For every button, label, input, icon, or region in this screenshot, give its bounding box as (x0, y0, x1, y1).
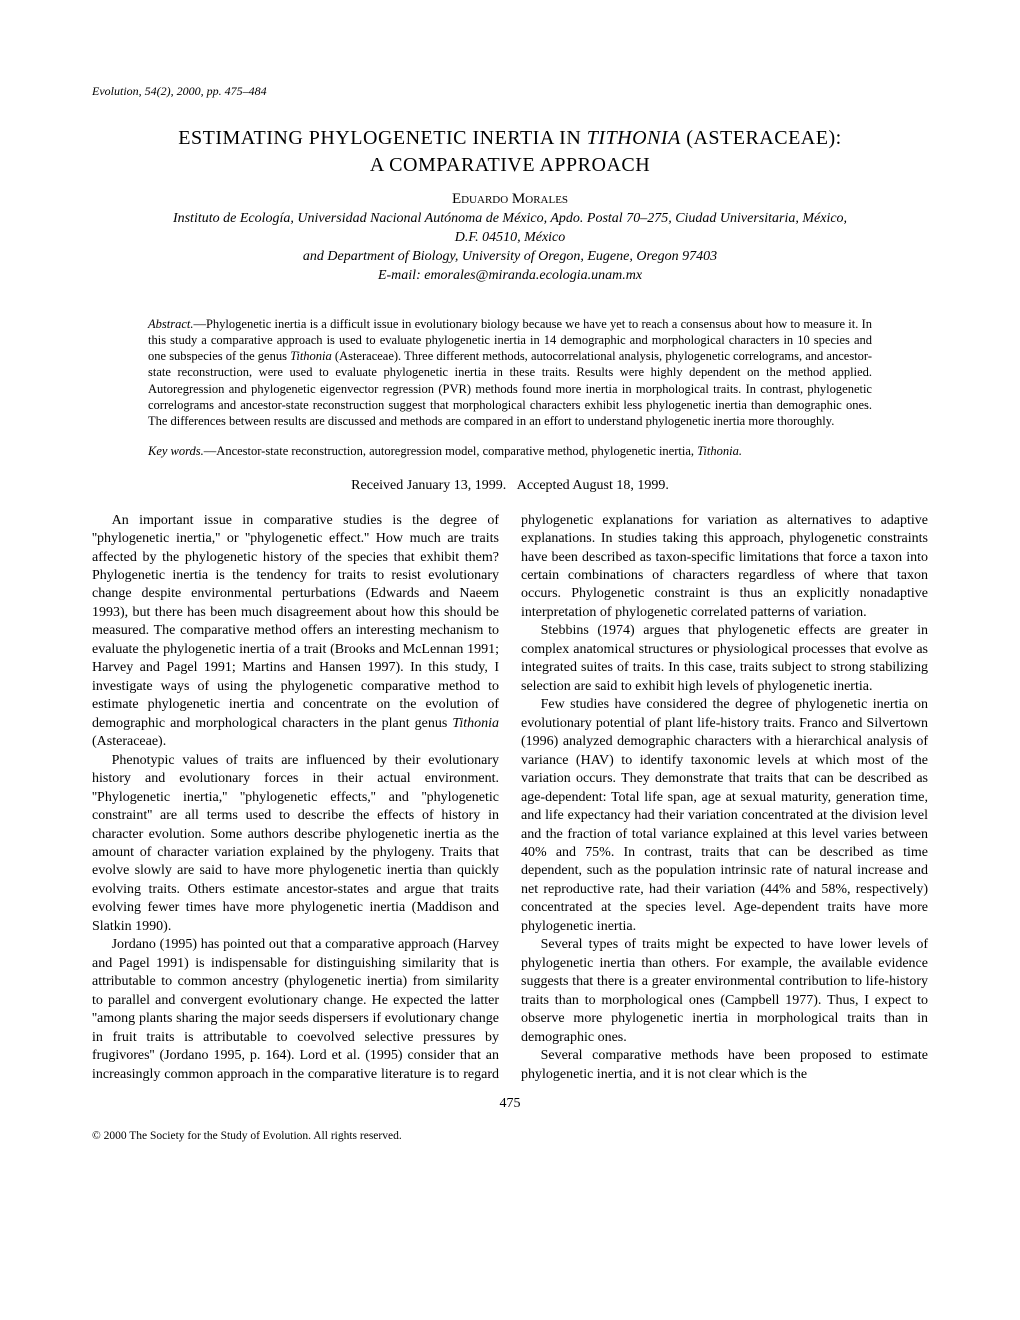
body-paragraph-2: Phenotypic values of traits are influenc… (92, 752, 499, 937)
author-name: Eduardo Morales (92, 191, 928, 208)
date-accepted: Accepted August 18, 1999. (517, 478, 669, 493)
title-pre: ESTIMATING PHYLOGENETIC INERTIA IN (178, 127, 586, 149)
affiliation-line4: E-mail: emorales@miranda.ecologia.unam.m… (378, 268, 642, 283)
affiliation-line2: D.F. 04510, México (455, 230, 566, 245)
article-title-line1: ESTIMATING PHYLOGENETIC INERTIA IN TITHO… (92, 127, 928, 150)
keywords-text: —Ancestor-state reconstruction, autoregr… (204, 444, 697, 458)
article-dates: Received January 13, 1999. Accepted Augu… (92, 478, 928, 494)
keywords-genus: Tithonia. (697, 444, 742, 458)
author-affiliation: Instituto de Ecología, Universidad Nacio… (92, 210, 928, 286)
affiliation-line3: and Department of Biology, University of… (303, 249, 717, 264)
copyright-notice: © 2000 The Society for the Study of Evol… (92, 1130, 928, 1142)
p1-genus: Tithonia (452, 716, 499, 731)
body-paragraph-6: Several types of traits might be expecte… (521, 936, 928, 1047)
keywords-label: Key words. (148, 444, 204, 458)
body-paragraph-4: Stebbins (1974) argues that phylogenetic… (521, 622, 928, 696)
title-genus: TITHONIA (587, 127, 681, 149)
affiliation-line1: Instituto de Ecología, Universidad Nacio… (173, 211, 847, 226)
body-paragraph-5: Few studies have considered the degree o… (521, 696, 928, 936)
date-received: Received January 13, 1999. (351, 478, 506, 493)
p1-pre: An important issue in comparative studie… (92, 513, 499, 731)
body-columns: An important issue in comparative studie… (92, 512, 928, 1085)
body-paragraph-1: An important issue in comparative studie… (92, 512, 499, 752)
body-paragraph-7: Several comparative methods have been pr… (521, 1047, 928, 1084)
abstract-genus: Tithonia (290, 349, 332, 363)
abstract: Abstract.—Phylogenetic inertia is a diff… (148, 316, 872, 430)
page-number: 475 (92, 1096, 928, 1112)
abstract-label: Abstract. (148, 317, 193, 331)
keywords: Key words.—Ancestor-state reconstruction… (148, 443, 872, 459)
title-post: (ASTERACEAE): (681, 127, 842, 149)
journal-header: Evolution, 54(2), 2000, pp. 475–484 (92, 84, 928, 99)
article-title-line2: A COMPARATIVE APPROACH (92, 154, 928, 177)
p1-post: (Asteraceae). (92, 734, 166, 749)
